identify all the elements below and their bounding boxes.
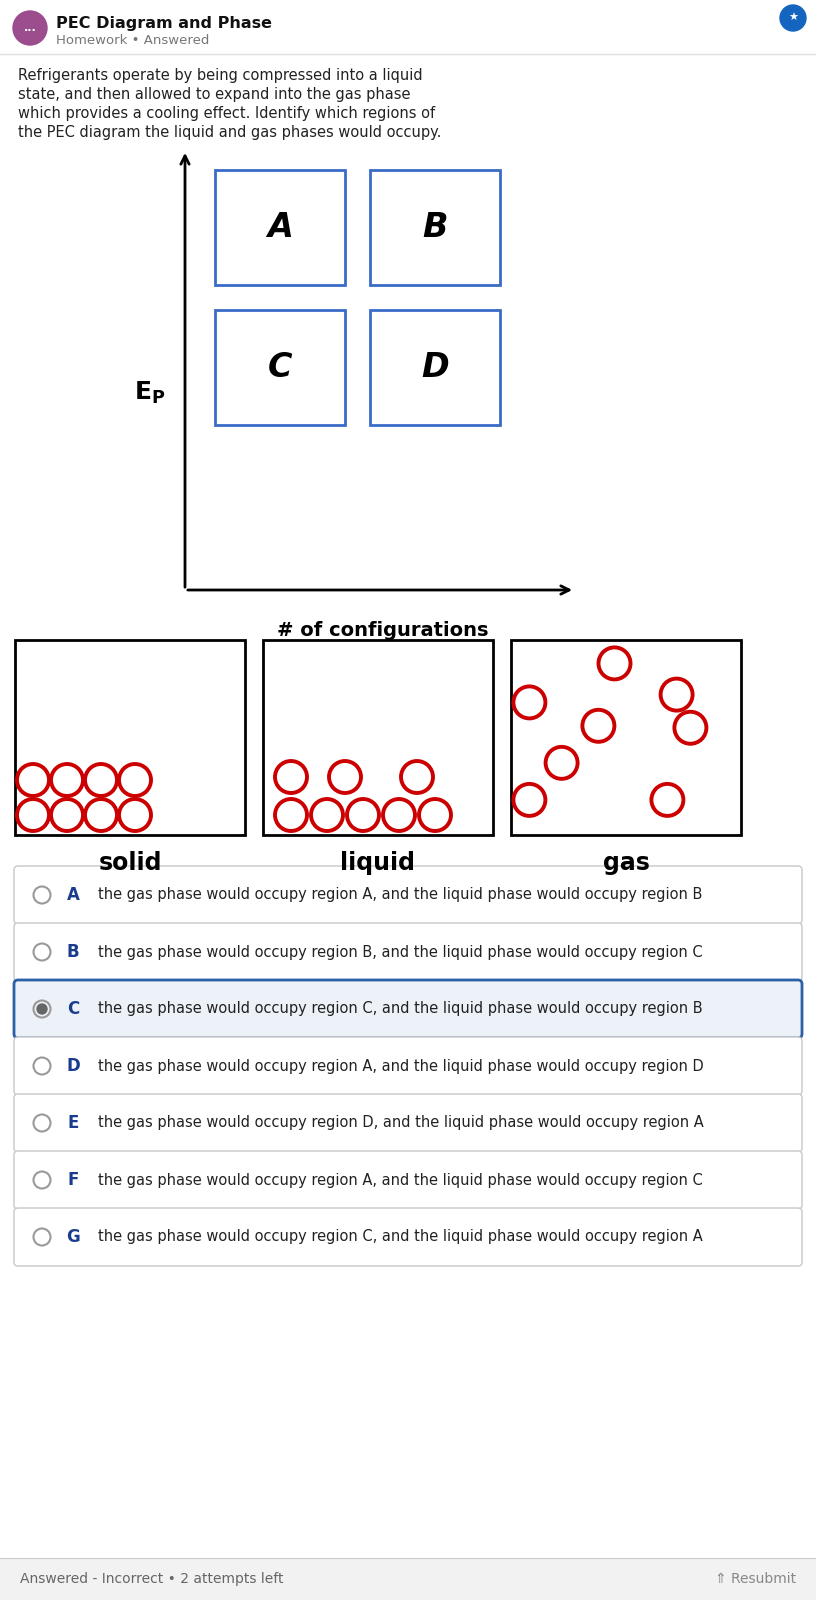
Text: the gas phase would occupy region C, and the liquid phase would occupy region A: the gas phase would occupy region C, and… bbox=[98, 1229, 703, 1245]
Bar bbox=[215, 310, 345, 426]
Text: ★: ★ bbox=[788, 13, 798, 22]
Text: Refrigerants operate by being compressed into a liquid: Refrigerants operate by being compressed… bbox=[18, 67, 423, 83]
Bar bbox=[0, 1558, 816, 1600]
Bar bbox=[215, 170, 345, 285]
Text: the gas phase would occupy region A, and the liquid phase would occupy region C: the gas phase would occupy region A, and… bbox=[98, 1173, 703, 1187]
Text: C: C bbox=[268, 350, 292, 384]
FancyBboxPatch shape bbox=[14, 923, 802, 981]
Circle shape bbox=[780, 5, 806, 30]
Text: the gas phase would occupy region A, and the liquid phase would occupy region B: the gas phase would occupy region A, and… bbox=[98, 888, 703, 902]
Text: the PEC diagram the liquid and gas phases would occupy.: the PEC diagram the liquid and gas phase… bbox=[18, 125, 441, 141]
Text: solid: solid bbox=[98, 851, 162, 875]
Text: the gas phase would occupy region B, and the liquid phase would occupy region C: the gas phase would occupy region B, and… bbox=[98, 944, 703, 960]
Text: A: A bbox=[67, 886, 79, 904]
Bar bbox=[370, 170, 500, 285]
Text: PEC Diagram and Phase: PEC Diagram and Phase bbox=[56, 16, 272, 30]
Text: F: F bbox=[67, 1171, 78, 1189]
Text: D: D bbox=[66, 1058, 80, 1075]
Text: A: A bbox=[267, 211, 293, 243]
FancyBboxPatch shape bbox=[14, 866, 802, 925]
Text: the gas phase would occupy region D, and the liquid phase would occupy region A: the gas phase would occupy region D, and… bbox=[98, 1115, 703, 1131]
FancyBboxPatch shape bbox=[14, 1150, 802, 1210]
Text: which provides a cooling effect. Identify which regions of: which provides a cooling effect. Identif… bbox=[18, 106, 435, 122]
Text: B: B bbox=[67, 942, 79, 962]
Text: $\mathbf{E_P}$: $\mathbf{E_P}$ bbox=[135, 379, 166, 405]
FancyBboxPatch shape bbox=[14, 1037, 802, 1094]
Text: ⇑ Resubmit: ⇑ Resubmit bbox=[715, 1571, 796, 1586]
Text: state, and then allowed to expand into the gas phase: state, and then allowed to expand into t… bbox=[18, 86, 410, 102]
Text: E: E bbox=[67, 1114, 78, 1133]
Text: liquid: liquid bbox=[340, 851, 415, 875]
Circle shape bbox=[13, 11, 47, 45]
Text: D: D bbox=[421, 350, 449, 384]
Bar bbox=[15, 640, 245, 835]
Text: gas: gas bbox=[602, 851, 650, 875]
Circle shape bbox=[37, 1005, 47, 1014]
FancyBboxPatch shape bbox=[14, 1208, 802, 1266]
Text: B: B bbox=[422, 211, 448, 243]
FancyBboxPatch shape bbox=[14, 979, 802, 1038]
Bar bbox=[263, 640, 493, 835]
Text: C: C bbox=[67, 1000, 79, 1018]
Text: the gas phase would occupy region A, and the liquid phase would occupy region D: the gas phase would occupy region A, and… bbox=[98, 1059, 703, 1074]
Text: # of configurations: # of configurations bbox=[277, 621, 488, 640]
Text: the gas phase would occupy region C, and the liquid phase would occupy region B: the gas phase would occupy region C, and… bbox=[98, 1002, 703, 1016]
Text: Homework • Answered: Homework • Answered bbox=[56, 34, 210, 46]
FancyBboxPatch shape bbox=[14, 1094, 802, 1152]
Text: ...: ... bbox=[24, 22, 37, 34]
Bar bbox=[370, 310, 500, 426]
Text: Answered - Incorrect • 2 attempts left: Answered - Incorrect • 2 attempts left bbox=[20, 1571, 283, 1586]
Text: G: G bbox=[66, 1229, 80, 1246]
Bar bbox=[511, 640, 741, 835]
